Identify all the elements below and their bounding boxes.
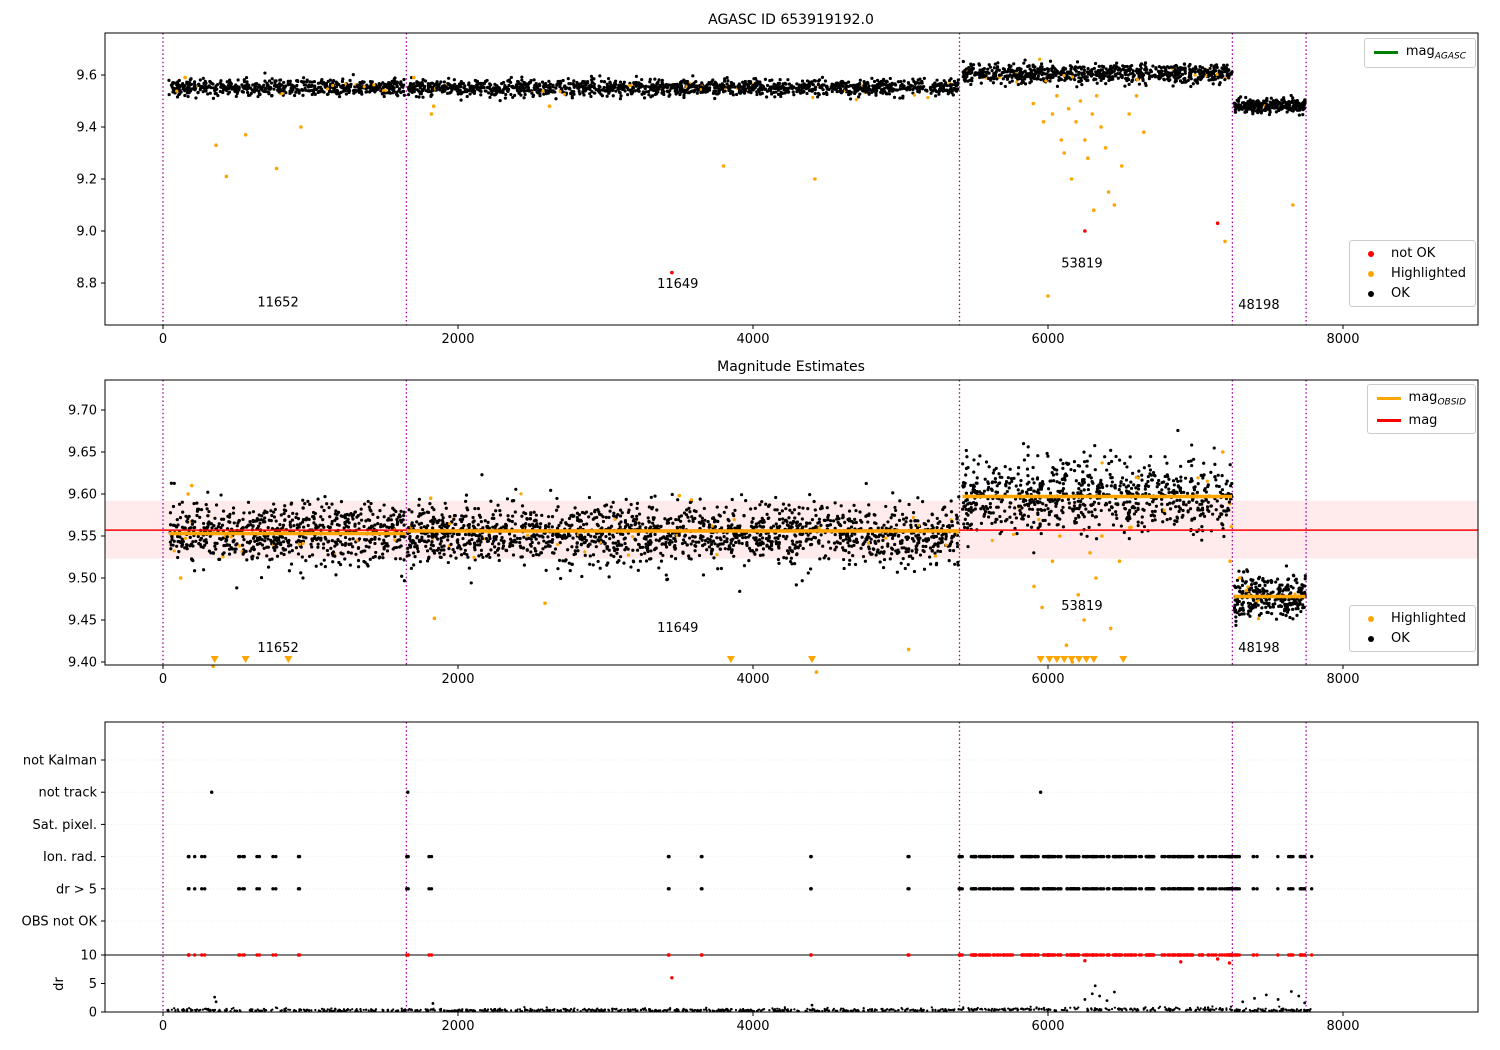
legend-entry-not-ok: not OK [1359, 246, 1466, 261]
x-tick-label: 8000 [1326, 332, 1359, 347]
y-tick-label: 8.8 [76, 277, 97, 292]
legend-line-swatch [1373, 51, 1398, 55]
y-tick-label: 9.60 [68, 488, 97, 503]
legend-dot-swatch [1359, 270, 1383, 277]
y-tick-label: 9.40 [68, 656, 97, 671]
x-tick-label: 4000 [736, 332, 769, 347]
dr-tick-label: 5 [89, 977, 97, 992]
x-tick-label: 2000 [441, 332, 474, 347]
legend-label: Highlighted [1391, 266, 1466, 281]
segment-label-53819: 53819 [1061, 599, 1102, 614]
legend-label: OK [1391, 631, 1410, 646]
y-tick-label: 9.6 [76, 69, 97, 84]
legend-entry-mag: magAGASC [1373, 44, 1466, 62]
flag-row-label: OBS not OK [22, 915, 98, 930]
legend-mid-markers: Highlighted OK [1349, 605, 1476, 652]
plot-title-magnitude: Magnitude Estimates [717, 359, 865, 375]
flags-plot: not Kalman not track Sat. pixel. Ion. rad. d… [22, 721, 1479, 1034]
x-tick-label: 4000 [736, 1019, 769, 1034]
x-tick-label: 0 [159, 672, 167, 687]
x-tick-label: 8000 [1326, 672, 1359, 687]
y-tick-label: 9.70 [68, 404, 97, 419]
legend-entry-ok: OK [1359, 286, 1466, 301]
x-tick-label: 6000 [1031, 332, 1064, 347]
flag-row-label: not Kalman [23, 754, 97, 769]
agasc-mag-plot: 11652 11649 53819 48198 0 2000 4000 6000 8000 8.8… [76, 32, 1479, 347]
legend-top-markers: not OK Highlighted OK [1349, 240, 1476, 307]
legend-dot-swatch [1359, 290, 1383, 297]
magnitude-estimates-plot: 11652 11649 53819 48198 0 2000 4000 6000 8000 9.4… [68, 379, 1479, 687]
y-tick-label: 9.65 [68, 446, 97, 461]
y-tick-label: 9.55 [68, 530, 97, 545]
legend-line-swatch [1376, 418, 1401, 422]
legend-label: magAGASC [1405, 44, 1466, 62]
legend-label: mag [1408, 412, 1438, 428]
dr-axis-label: dr [52, 977, 67, 991]
legend-dot-swatch [1359, 250, 1383, 257]
segment-label-48198: 48198 [1238, 298, 1279, 313]
x-tick-label: 8000 [1326, 1019, 1359, 1034]
segment-label-48198: 48198 [1238, 641, 1279, 656]
legend-label: not OK [1391, 246, 1436, 261]
plot-title-agasc: AGASC ID 653919192.0 [708, 12, 874, 28]
legend-entry-mag: magOBSID [1376, 390, 1466, 408]
legend-entry-highlighted: Highlighted [1359, 266, 1466, 281]
legend-mag-agasc: magAGASC [1363, 38, 1476, 68]
segment-label-11652: 11652 [257, 641, 298, 656]
flag-row-label: dr > 5 [56, 882, 97, 897]
segment-label-11652: 11652 [257, 295, 298, 310]
y-tick-label: 9.4 [76, 121, 97, 136]
legend-label: OK [1391, 286, 1410, 301]
legend-entry-ok: OK [1359, 631, 1466, 646]
dr-tick-label: 0 [89, 1006, 97, 1021]
legend-dot-swatch [1359, 635, 1383, 642]
legend-mid-lines: magOBSID mag [1366, 384, 1476, 434]
segment-label-11649: 11649 [657, 277, 698, 292]
flag-row-label: Ion. rad. [43, 850, 97, 865]
x-tick-label: 6000 [1031, 672, 1064, 687]
y-tick-label: 9.2 [76, 173, 97, 188]
x-tick-label: 2000 [441, 672, 474, 687]
y-tick-label: 9.45 [68, 614, 97, 629]
x-tick-label: 0 [159, 1019, 167, 1034]
legend-label: Highlighted [1391, 611, 1466, 626]
y-tick-label: 9.50 [68, 572, 97, 587]
legend-entry-mag: mag [1376, 412, 1466, 428]
x-tick-label: 0 [159, 332, 167, 347]
dr-tick-label: 10 [80, 949, 97, 964]
legend-line-swatch [1376, 397, 1401, 401]
legend-dot-swatch [1359, 615, 1383, 622]
x-tick-label: 6000 [1031, 1019, 1064, 1034]
x-tick-label: 4000 [736, 672, 769, 687]
legend-label: magOBSID [1408, 390, 1466, 408]
flag-row-label: not track [38, 786, 97, 801]
flag-row-label: Sat. pixel. [33, 818, 97, 833]
y-tick-label: 9.0 [76, 225, 97, 240]
segment-label-53819: 53819 [1061, 256, 1102, 271]
segment-label-11649: 11649 [657, 621, 698, 636]
legend-entry-highlighted: Highlighted [1359, 611, 1466, 626]
x-tick-label: 2000 [441, 1019, 474, 1034]
